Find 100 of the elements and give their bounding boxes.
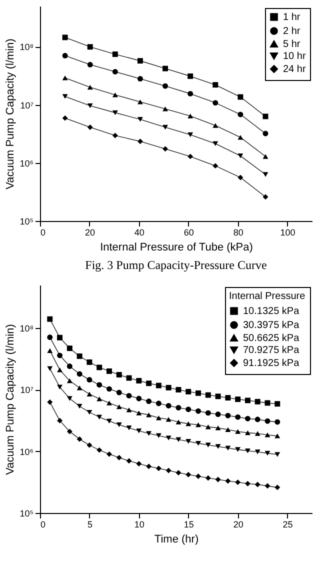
point — [196, 473, 201, 479]
point — [96, 382, 102, 388]
x-tick-label: 40 — [134, 228, 144, 238]
point — [186, 388, 192, 394]
point — [235, 429, 241, 434]
point — [62, 76, 68, 80]
x-tick-label: 0 — [40, 520, 46, 530]
point — [262, 154, 268, 159]
point — [244, 448, 250, 454]
y-tick-label: 10⁷ — [20, 100, 34, 110]
point — [186, 439, 192, 444]
x-tick-label: 100 — [280, 228, 296, 238]
legend-label: 5 hr — [283, 39, 301, 50]
point — [47, 366, 53, 371]
caption: Fig. 3 Pump Capacity-Pressure Curve — [85, 258, 267, 272]
point — [274, 452, 280, 457]
point — [176, 420, 182, 424]
x-tick-label: 20 — [233, 520, 244, 530]
point — [205, 392, 211, 398]
point — [126, 408, 132, 412]
point — [235, 414, 241, 420]
point — [106, 418, 112, 424]
point — [86, 377, 92, 383]
point — [156, 415, 162, 420]
point — [156, 433, 162, 438]
point — [196, 390, 201, 396]
point — [66, 428, 72, 434]
point — [205, 475, 211, 481]
point — [244, 398, 250, 404]
point — [186, 421, 192, 426]
point — [96, 447, 102, 453]
point — [136, 460, 142, 466]
point — [215, 476, 221, 482]
point — [238, 174, 244, 180]
point — [205, 442, 211, 448]
point — [225, 427, 231, 432]
point — [188, 154, 194, 160]
point — [96, 364, 102, 370]
point — [264, 400, 270, 406]
point — [86, 442, 92, 448]
point — [176, 437, 182, 442]
point — [176, 405, 182, 410]
point — [212, 100, 218, 106]
point — [106, 400, 112, 406]
point — [96, 414, 102, 420]
point — [188, 73, 194, 79]
point — [212, 163, 218, 169]
point — [126, 458, 132, 464]
y-tick-label: 10⁸ — [20, 42, 34, 52]
point — [212, 123, 218, 128]
point — [176, 470, 182, 476]
legend-label: 10.1325 kPa — [243, 306, 300, 317]
point — [87, 103, 93, 108]
point — [215, 412, 221, 417]
point — [57, 418, 63, 424]
point — [112, 110, 118, 116]
legend-label: 50.6625 kPa — [243, 333, 300, 344]
point — [106, 368, 112, 374]
point — [238, 134, 244, 140]
point — [188, 132, 194, 138]
legend-label: 70.9275 kPa — [243, 345, 300, 356]
point — [86, 392, 92, 396]
point — [137, 100, 143, 104]
point — [186, 406, 192, 412]
point — [146, 398, 152, 404]
point — [162, 83, 168, 89]
point — [166, 384, 172, 390]
point — [87, 124, 93, 130]
point — [262, 172, 268, 177]
point — [262, 114, 268, 120]
x-tick-label: 5 — [87, 520, 92, 530]
point — [96, 396, 102, 402]
point — [62, 94, 68, 99]
point — [57, 352, 63, 358]
point — [212, 82, 218, 88]
point — [215, 444, 221, 449]
point — [47, 399, 53, 405]
legend-title: Internal Pressure — [229, 291, 306, 302]
point — [196, 440, 201, 446]
point — [235, 396, 241, 402]
point — [225, 446, 231, 450]
point — [76, 353, 82, 359]
point — [112, 68, 118, 74]
point — [106, 451, 112, 457]
point — [205, 410, 211, 416]
point — [106, 386, 112, 392]
point — [126, 375, 132, 381]
point — [66, 346, 72, 352]
point — [244, 416, 250, 422]
point — [146, 431, 152, 436]
point — [274, 484, 280, 490]
point — [116, 454, 122, 460]
point — [274, 434, 280, 438]
point — [116, 372, 122, 378]
point — [244, 430, 250, 436]
point — [225, 395, 231, 401]
y-axis-title: Vacuum Pump Capacity (l/min) — [4, 324, 17, 475]
point — [137, 138, 143, 144]
point — [116, 422, 122, 428]
point — [87, 62, 93, 68]
